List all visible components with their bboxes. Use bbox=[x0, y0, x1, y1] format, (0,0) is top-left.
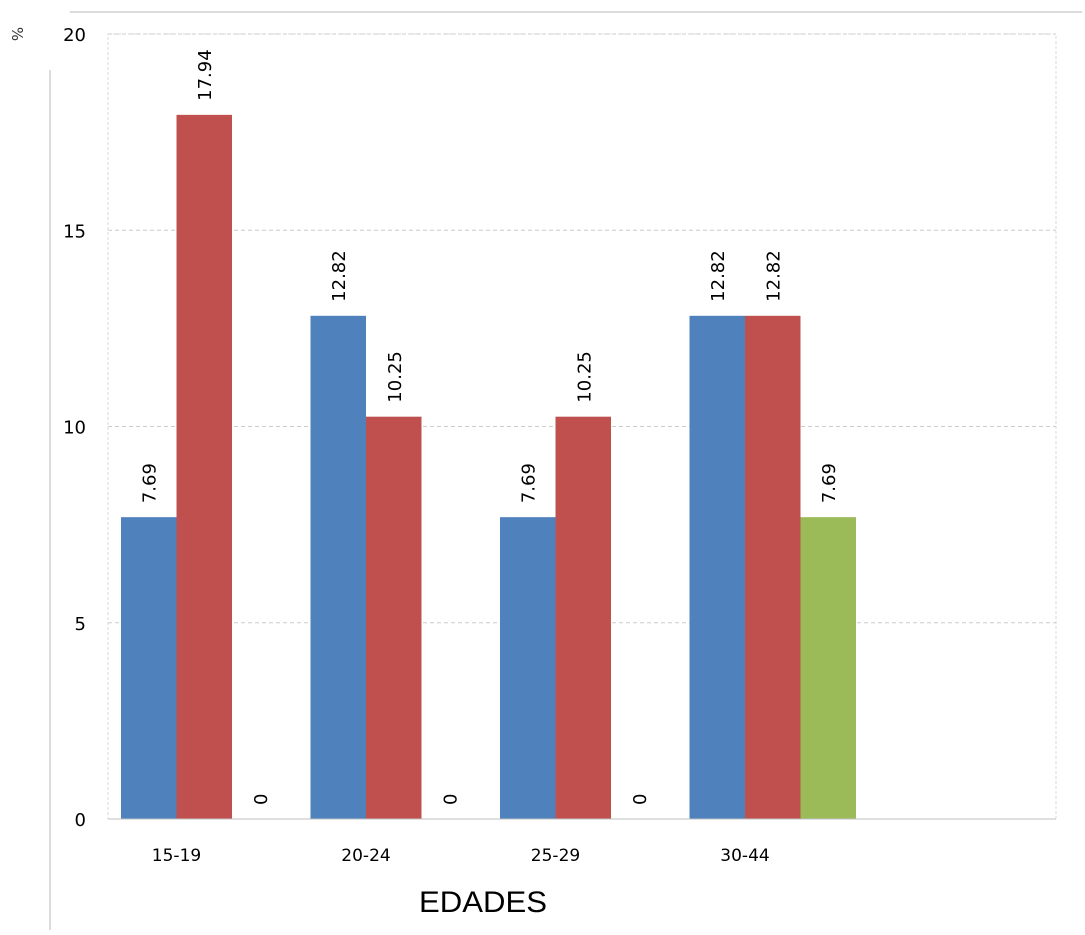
y-tick-label: 20 bbox=[63, 25, 86, 46]
data-label: 10.25 bbox=[574, 351, 595, 403]
x-tick-label: 25-29 bbox=[531, 846, 580, 866]
data-label: 12.82 bbox=[708, 250, 729, 302]
y-axis-label: % bbox=[8, 27, 26, 41]
y-tick-label: 5 bbox=[75, 614, 86, 635]
bar bbox=[366, 416, 422, 819]
data-label: 17.94 bbox=[195, 49, 216, 101]
data-label: 12.82 bbox=[764, 250, 785, 302]
data-label: 12.82 bbox=[329, 250, 350, 302]
y-tick-label: 10 bbox=[63, 418, 86, 439]
data-label: 0 bbox=[630, 794, 651, 805]
data-label: 7.69 bbox=[140, 463, 161, 503]
gridlines bbox=[108, 33, 1056, 624]
bars bbox=[121, 114, 856, 820]
bar bbox=[121, 517, 177, 819]
y-tick-labels: 0 5 10 15 20 bbox=[63, 25, 86, 831]
data-label: 10.25 bbox=[385, 351, 406, 403]
data-label: 0 bbox=[440, 794, 461, 805]
x-tick-labels: 15-19 20-24 25-29 30-44 bbox=[152, 846, 770, 866]
bar bbox=[555, 416, 611, 819]
bar bbox=[800, 517, 856, 819]
bar bbox=[689, 315, 745, 819]
data-label: 7.69 bbox=[819, 463, 840, 503]
bar bbox=[745, 315, 801, 819]
x-axis-label: EDADES bbox=[419, 886, 547, 919]
y-tick-label: 0 bbox=[75, 810, 86, 831]
x-tick-label: 30-44 bbox=[720, 846, 769, 866]
bar bbox=[176, 114, 232, 820]
bar bbox=[500, 517, 556, 819]
data-label: 7.69 bbox=[519, 463, 540, 503]
y-tick-label: 15 bbox=[63, 221, 86, 242]
x-tick-label: 15-19 bbox=[152, 846, 201, 866]
x-tick-label: 20-24 bbox=[341, 846, 390, 866]
bar bbox=[310, 315, 366, 819]
data-labels: 7.69 17.94 0 12.82 10.25 0 7.69 10.25 0 12.82 12.8… bbox=[140, 49, 841, 805]
data-label: 0 bbox=[251, 794, 272, 805]
